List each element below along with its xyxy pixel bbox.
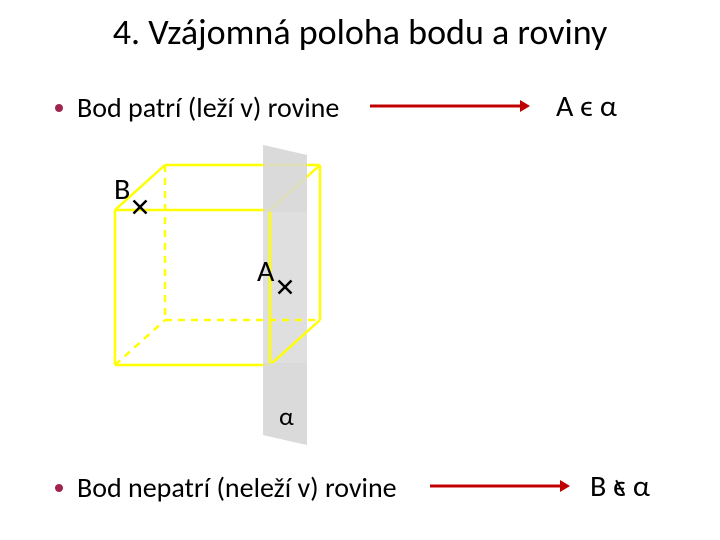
svg-text:α: α bbox=[279, 400, 294, 432]
svg-text:A: A bbox=[257, 253, 275, 290]
notation-b-notin-alpha: B ϵ α bbox=[590, 468, 650, 505]
cube-plane-diagram: B Aα bbox=[95, 145, 375, 445]
notation-a-in-alpha: A ϵ α bbox=[556, 88, 617, 125]
svg-text:B: B bbox=[114, 171, 130, 208]
